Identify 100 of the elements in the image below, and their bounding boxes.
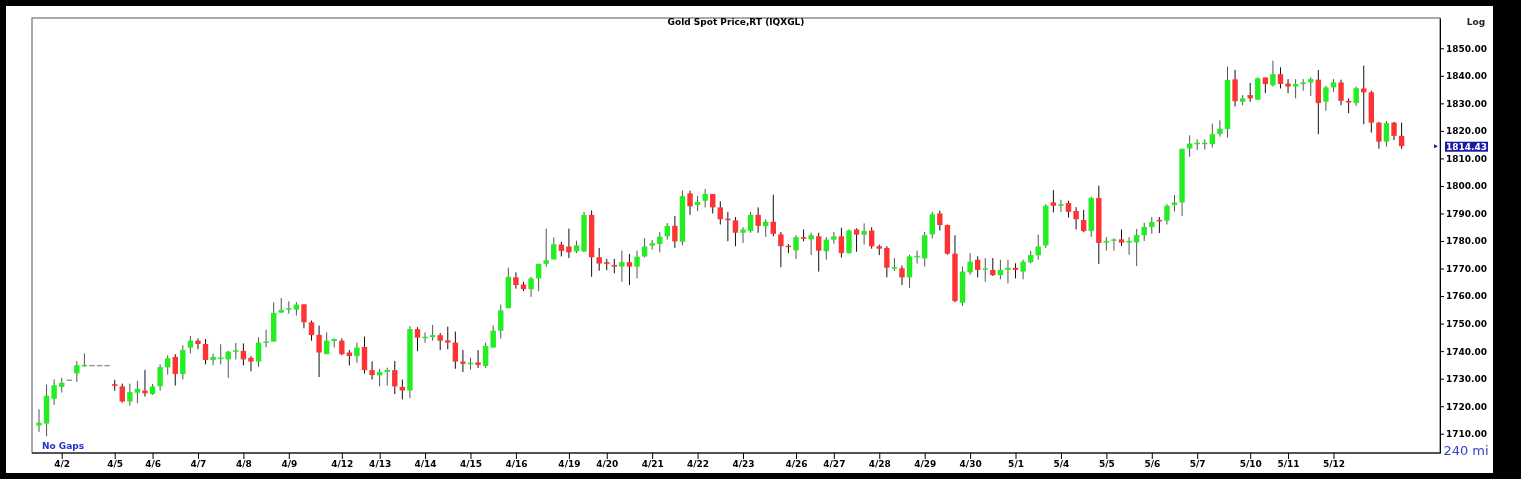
candlestick bbox=[286, 300, 292, 315]
candlestick bbox=[899, 265, 905, 286]
x-tick-label: 4/30 bbox=[959, 458, 982, 469]
y-tick-label: 1830.00 bbox=[1446, 98, 1487, 109]
candlestick bbox=[740, 226, 746, 244]
x-tick-label: 4/20 bbox=[596, 458, 619, 469]
y-tick-label: 1710.00 bbox=[1446, 429, 1487, 440]
x-tick-label: 4/28 bbox=[868, 458, 891, 469]
candlestick bbox=[1232, 69, 1238, 107]
candlestick bbox=[1005, 259, 1011, 284]
candlestick bbox=[747, 211, 754, 234]
candlestick bbox=[816, 232, 822, 273]
candlestick bbox=[1050, 189, 1057, 213]
candlestick bbox=[392, 360, 398, 395]
candlestick bbox=[1285, 78, 1291, 94]
x-tick-label: 4/19 bbox=[558, 458, 581, 469]
y-tick-label: 1790.00 bbox=[1446, 208, 1487, 219]
candlestick bbox=[1103, 236, 1110, 252]
candlestick bbox=[937, 210, 943, 232]
y-tick-label: 1780.00 bbox=[1446, 236, 1487, 247]
candlestick bbox=[1315, 69, 1322, 135]
candlestick bbox=[861, 222, 867, 246]
candlestick bbox=[452, 331, 459, 370]
x-tick-label: 5/10 bbox=[1239, 458, 1262, 469]
x-tick-label: 4/8 bbox=[235, 458, 252, 469]
candlestick bbox=[831, 231, 837, 245]
y-tick-label: 1800.00 bbox=[1446, 181, 1487, 192]
x-tick-label: 4/13 bbox=[369, 458, 392, 469]
candlestick bbox=[157, 363, 163, 392]
y-tick-label: 1760.00 bbox=[1446, 291, 1487, 302]
x-tick-label: 4/16 bbox=[505, 458, 528, 469]
candlestick bbox=[853, 227, 860, 253]
x-tick-label: 4/2 bbox=[54, 458, 71, 469]
candlestick bbox=[717, 200, 723, 225]
candlestick bbox=[1292, 78, 1299, 99]
x-tick-label: 5/4 bbox=[1053, 458, 1070, 469]
candlestick bbox=[217, 343, 224, 365]
candlestick bbox=[702, 188, 708, 208]
candlestick bbox=[1186, 134, 1193, 158]
x-tick-label: 5/5 bbox=[1098, 458, 1115, 469]
x-tick-label: 5/7 bbox=[1189, 458, 1206, 469]
candlestick bbox=[316, 325, 322, 378]
candlestick bbox=[808, 232, 814, 256]
candlestick bbox=[1209, 123, 1216, 148]
candlestick bbox=[793, 234, 799, 260]
candlestick bbox=[1383, 120, 1390, 148]
x-tick-label: 4/15 bbox=[459, 458, 483, 469]
x-tick-label: 4/22 bbox=[687, 458, 710, 469]
candlestick bbox=[1058, 199, 1064, 213]
candlestick bbox=[1164, 203, 1170, 225]
x-tick-label: 4/23 bbox=[732, 458, 755, 469]
candlestick bbox=[1020, 259, 1026, 280]
candlestick bbox=[687, 190, 693, 216]
candlestick bbox=[1361, 65, 1367, 125]
candlestick bbox=[732, 216, 739, 247]
candlestick bbox=[513, 271, 519, 290]
candlestick bbox=[967, 252, 973, 276]
x-tick-label: 4/6 bbox=[145, 458, 161, 469]
annotation: No Gaps bbox=[42, 441, 85, 451]
candlestick bbox=[134, 380, 141, 404]
x-tick-label: 4/5 bbox=[107, 458, 124, 469]
candlestick bbox=[921, 231, 928, 268]
candlestick bbox=[475, 349, 481, 369]
candlestick bbox=[543, 228, 549, 268]
candlestick bbox=[596, 247, 602, 272]
x-tick-label: 4/14 bbox=[414, 458, 437, 469]
y-tick-label: 1840.00 bbox=[1446, 71, 1487, 82]
candlestick bbox=[308, 320, 315, 342]
candlestick bbox=[1277, 66, 1284, 89]
x-tick-label: 5/6 bbox=[1144, 458, 1161, 469]
y-tick-label: 1740.00 bbox=[1446, 346, 1487, 357]
candlestick bbox=[490, 325, 496, 349]
x-tick-label: 4/27 bbox=[823, 458, 846, 469]
candlestick bbox=[846, 228, 852, 255]
x-tick-label: 5/12 bbox=[1322, 458, 1346, 469]
y-tick-label: 1820.00 bbox=[1446, 126, 1487, 137]
candlestick bbox=[1126, 236, 1132, 256]
y-tick-label: 1750.00 bbox=[1446, 318, 1487, 329]
x-tick-label: 5/1 bbox=[1008, 458, 1024, 469]
candlestick bbox=[445, 326, 451, 350]
candlestick bbox=[74, 360, 80, 383]
candlestick bbox=[906, 254, 913, 289]
candlestick bbox=[202, 338, 209, 365]
candlestick bbox=[164, 354, 171, 376]
x-tick-label: 5/11 bbox=[1277, 458, 1300, 469]
candlestick bbox=[672, 215, 678, 249]
candlestick bbox=[1073, 206, 1079, 230]
candlestick bbox=[619, 250, 625, 283]
candlestick bbox=[180, 344, 186, 380]
candlestick bbox=[119, 383, 125, 404]
x-tick-label: 4/26 bbox=[785, 458, 808, 469]
candlestick bbox=[1255, 76, 1261, 101]
candlestick bbox=[1270, 60, 1276, 88]
candlestick bbox=[1080, 209, 1087, 233]
candlestick bbox=[566, 228, 572, 259]
candlestick bbox=[1323, 85, 1329, 112]
candlestick bbox=[626, 253, 633, 286]
candlestick bbox=[1391, 121, 1397, 141]
candlestick bbox=[755, 206, 761, 234]
candlestick bbox=[482, 342, 489, 369]
